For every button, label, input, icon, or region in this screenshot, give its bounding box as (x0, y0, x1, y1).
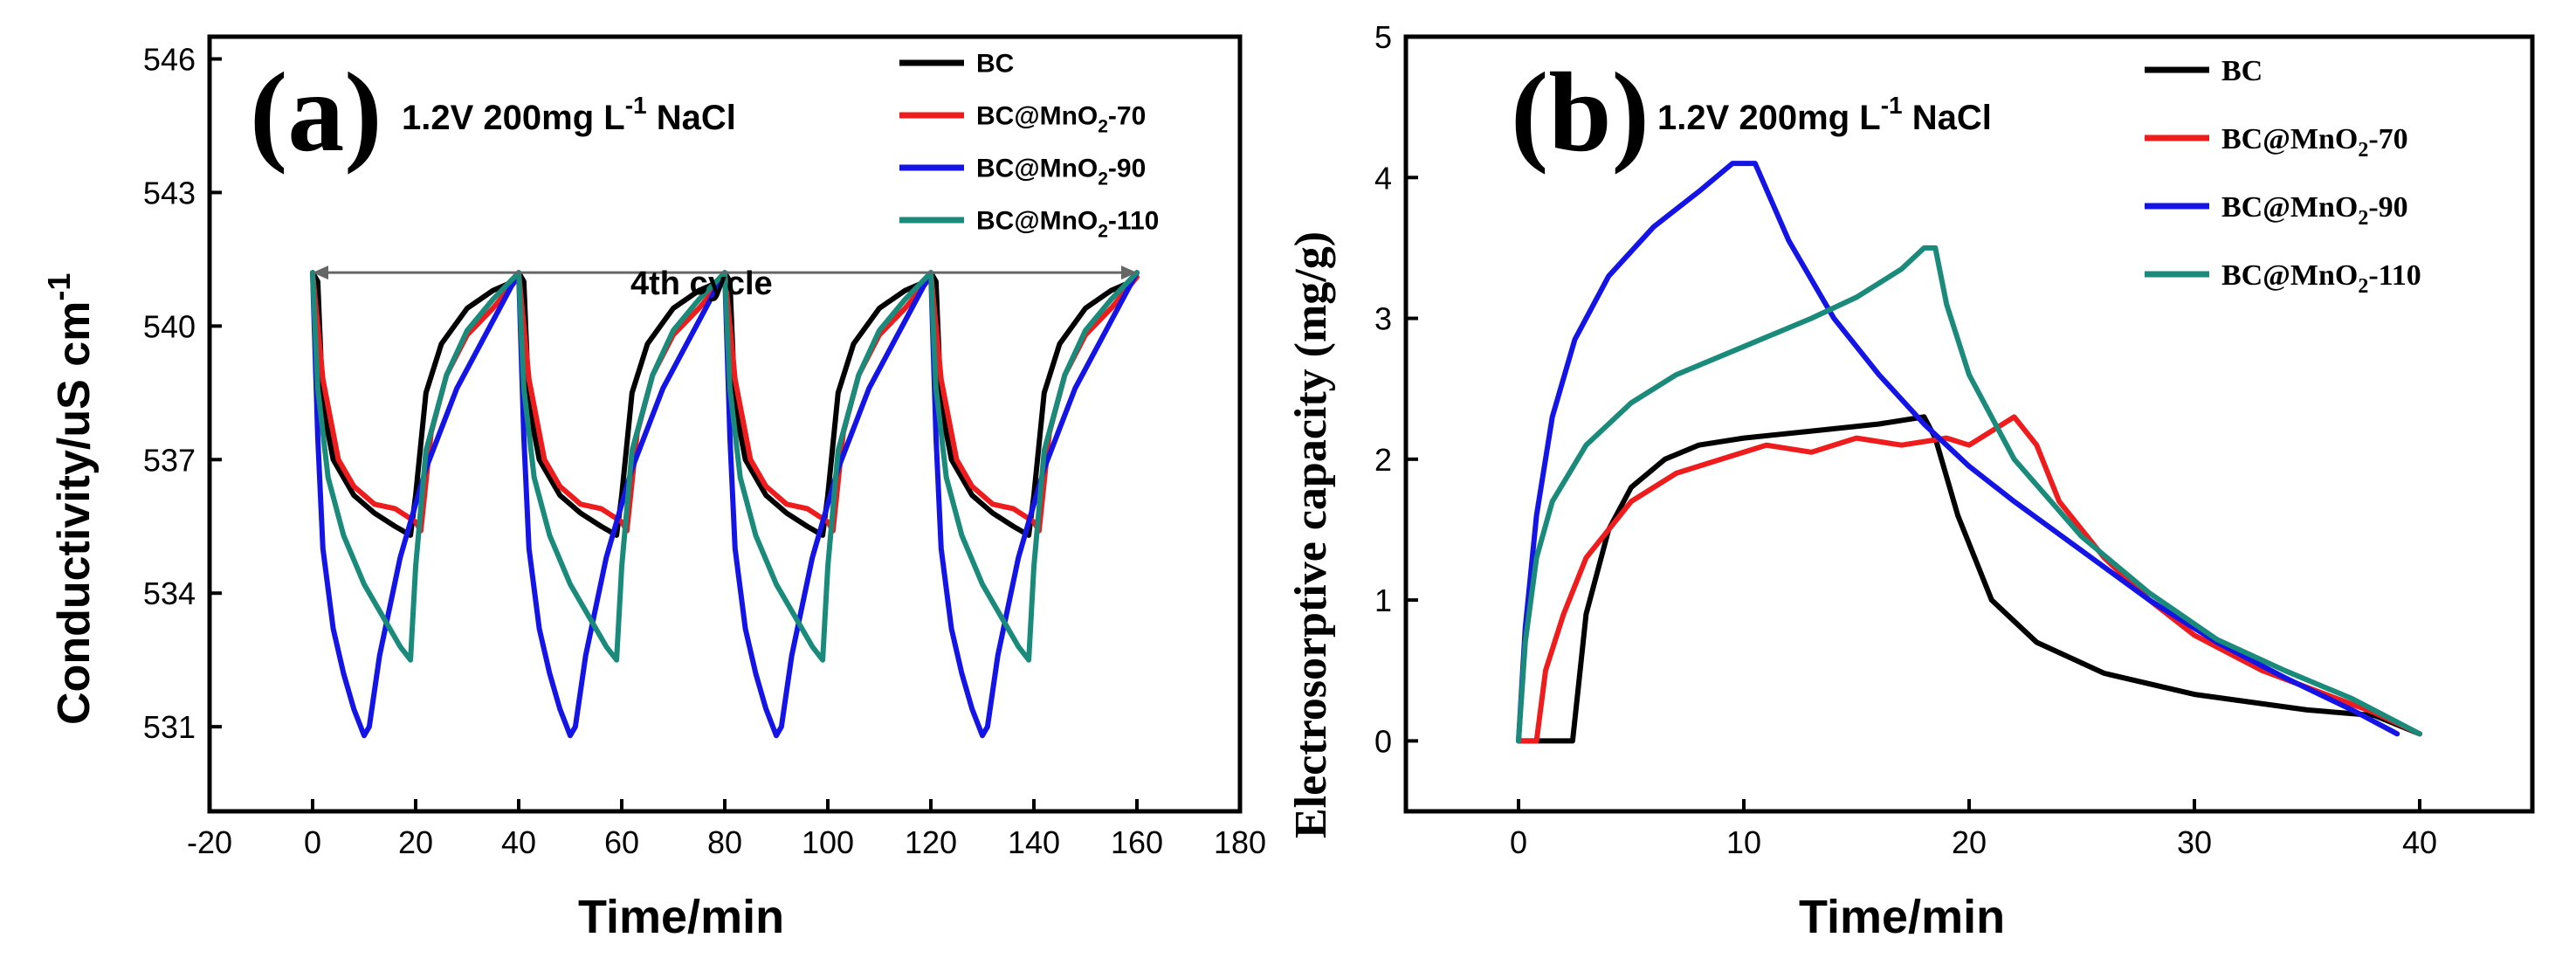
a-legend-label-tail: -70 (1108, 102, 1146, 131)
a-xtick-label: 40 (501, 824, 536, 860)
panel-a-conductivity-chart: -20 0 20 40 60 80 100 120 140 160 180 531 534 537 540… (41, 34, 1266, 943)
b-legend-label: BC@MnO2-90 (2221, 191, 2408, 230)
b-ytick-label: 1 (1374, 583, 1392, 618)
panel-b-x-axis-label: Time/min (1799, 891, 2005, 943)
b-xtick-label: 30 (2177, 824, 2212, 860)
panel-a-y-axis-label-main: Conductivity/uS cm (49, 301, 100, 725)
panel-b-y-ticks: 0 1 2 3 4 5 (1374, 19, 1418, 759)
a-ytick-label: 531 (143, 709, 196, 745)
b-series-line-bc-mno2-90 (1516, 161, 2400, 744)
a-xtick-label: 140 (1008, 824, 1060, 860)
panel-b-condition-tail: NaCl (1903, 99, 1992, 137)
b-legend-label-tail: -110 (2368, 259, 2421, 292)
a-legend-label: BC (976, 50, 1014, 79)
a-legend-label-sub: 2 (1098, 222, 1108, 242)
b-xtick-label: 0 (1510, 824, 1527, 860)
a-xtick-label: 180 (1214, 824, 1266, 860)
b-legend-label-main: BC@MnO (2221, 191, 2358, 224)
b-ytick-label: 5 (1374, 19, 1392, 55)
a-xtick-label: 80 (707, 824, 742, 860)
a-legend-label: BC@MnO2-70 (976, 102, 1146, 137)
b-legend-label: BC (2221, 55, 2263, 87)
a-xtick-label: -20 (187, 824, 232, 860)
a-legend-label-main: BC (976, 50, 1014, 79)
annotation-4th-cycle: 4th cycle (630, 265, 773, 302)
panel-a-condition-main: 1.2V 200mg L (402, 99, 625, 137)
a-ytick-label: 534 (143, 576, 196, 611)
panel-b-x-ticks: 0 10 20 30 40 (1510, 799, 2437, 860)
cycle-arrow-annotation (313, 265, 1137, 280)
panel-a-y-ticks: 531 534 537 540 543 546 (143, 41, 222, 745)
a-legend-label-sub: 2 (1098, 117, 1108, 137)
panel-a-condition-sup: -1 (625, 92, 647, 119)
b-xtick-label: 20 (1952, 824, 1987, 860)
b-legend-label-main: BC@MnO (2221, 259, 2358, 292)
a-legend-label-sub: 2 (1098, 169, 1108, 190)
a-ytick-label: 540 (143, 308, 196, 344)
b-series-line-bc-mno2-110 (1516, 245, 2422, 744)
panel-b-condition-main: 1.2V 200mg L (1657, 99, 1881, 137)
b-ytick-label: 3 (1374, 301, 1392, 337)
b-legend-label: BC@MnO2-70 (2221, 123, 2408, 162)
b-legend-label: BC@MnO2-110 (2221, 259, 2421, 298)
a-xtick-label: 20 (398, 824, 433, 860)
a-ytick-label: 546 (143, 41, 196, 77)
panel-b-y-axis-label: Electrosorptive capacity (mg/g) (1286, 231, 1336, 838)
b-ytick-label: 4 (1374, 160, 1392, 196)
a-legend-label-tail: -110 (1108, 207, 1159, 236)
b-legend-label-tail: -70 (2368, 123, 2407, 155)
panel-a-y-axis-label: Conductivity/uS cm-1 (41, 273, 100, 725)
b-legend-label-main: BC (2221, 55, 2263, 87)
a-legend-label-main: BC@MnO (976, 155, 1098, 183)
panel-b-condition: 1.2V 200mg L-1 NaCl (1657, 92, 1992, 137)
panel-a-letter: (a) (250, 50, 382, 176)
b-series-line-bc-mno2-70 (1516, 414, 2422, 744)
panel-a-condition-tail: NaCl (647, 99, 736, 137)
b-legend-label-sub: 2 (2358, 207, 2368, 230)
a-ytick-label: 543 (143, 175, 196, 210)
a-legend-label-tail: -90 (1108, 155, 1146, 183)
panel-a-x-ticks: -20 0 20 40 60 80 100 120 140 160 180 (187, 799, 1266, 860)
a-ytick-label: 537 (143, 442, 196, 478)
b-legend-label-sub: 2 (2358, 139, 2368, 162)
a-xtick-label: 160 (1111, 824, 1163, 860)
cycle-arrow-left-head (313, 265, 328, 280)
a-legend-label: BC@MnO2-110 (976, 207, 1159, 242)
b-legend-label-main: BC@MnO (2221, 123, 2358, 155)
panel-a-condition: 1.2V 200mg L-1 NaCl (402, 92, 736, 137)
b-xtick-label: 10 (1726, 824, 1761, 860)
panel-b-series-group (1516, 161, 2422, 744)
panel-b-letter: (b) (1511, 50, 1650, 176)
b-xtick-label: 40 (2402, 824, 2437, 860)
a-xtick-label: 0 (304, 824, 321, 860)
panel-a-x-axis-label: Time/min (578, 891, 784, 943)
a-legend-label: BC@MnO2-90 (976, 155, 1146, 190)
b-legend-label-tail: -90 (2368, 191, 2407, 224)
b-ytick-label: 2 (1374, 442, 1392, 478)
a-xtick-label: 60 (604, 824, 639, 860)
b-series-line-bc (1516, 414, 2422, 744)
b-ytick-label: 0 (1374, 723, 1392, 759)
cycle-arrow-right-head (1121, 265, 1137, 280)
a-xtick-label: 120 (905, 824, 957, 860)
a-legend-label-main: BC@MnO (976, 207, 1098, 236)
panel-b-condition-sup: -1 (1881, 92, 1903, 119)
a-legend-label-main: BC@MnO (976, 102, 1098, 131)
panel-a-y-axis-label-sup: -1 (41, 273, 77, 301)
b-legend-label-sub: 2 (2358, 275, 2368, 298)
panel-b-electrosorption-chart: 0 10 20 30 40 0 1 2 3 4 5 (b) 1.2V 200mg L-1 NaCl… (1286, 19, 2535, 943)
a-xtick-label: 100 (802, 824, 854, 860)
